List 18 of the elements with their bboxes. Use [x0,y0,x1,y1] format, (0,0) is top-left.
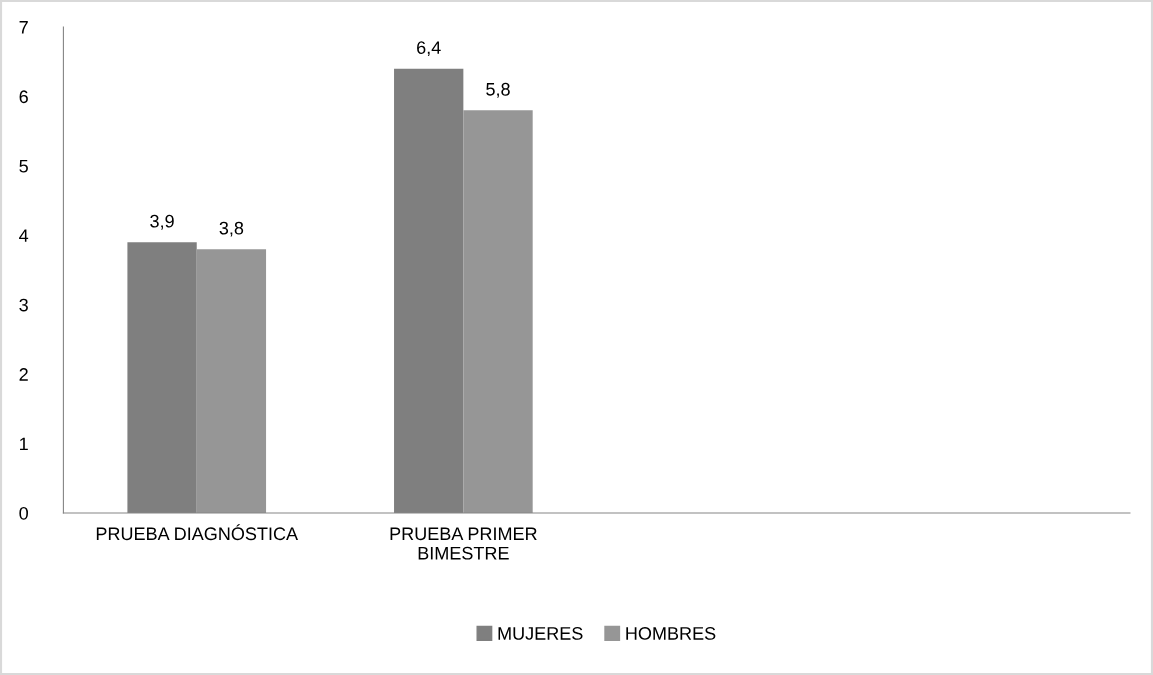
legend-label: HOMBRES [626,627,716,640]
x-tick-label: PRUEBA PRIMER BIMESTRE [390,527,537,560]
data-label: 3,8 [219,221,244,237]
y-tick-label: 0 [19,506,28,520]
bar [196,249,267,513]
y-tick-label: 1 [20,437,28,451]
data-label: 6,4 [417,41,441,57]
y-tick-label: 2 [19,368,28,381]
x-tick-label: PRUEBA DIAGNÓSTICA [96,524,299,541]
y-tick-label: 6 [19,90,28,104]
legend-label: MUJERES [498,627,583,640]
y-tick-label: 7 [19,21,28,34]
data-label: 5,8 [486,82,510,98]
y-tick-label: 3 [19,298,28,312]
y-tick-label: 4 [19,229,29,242]
y-tick-label: 5 [19,159,28,173]
bar [463,110,533,513]
data-label: 3,9 [150,214,174,230]
